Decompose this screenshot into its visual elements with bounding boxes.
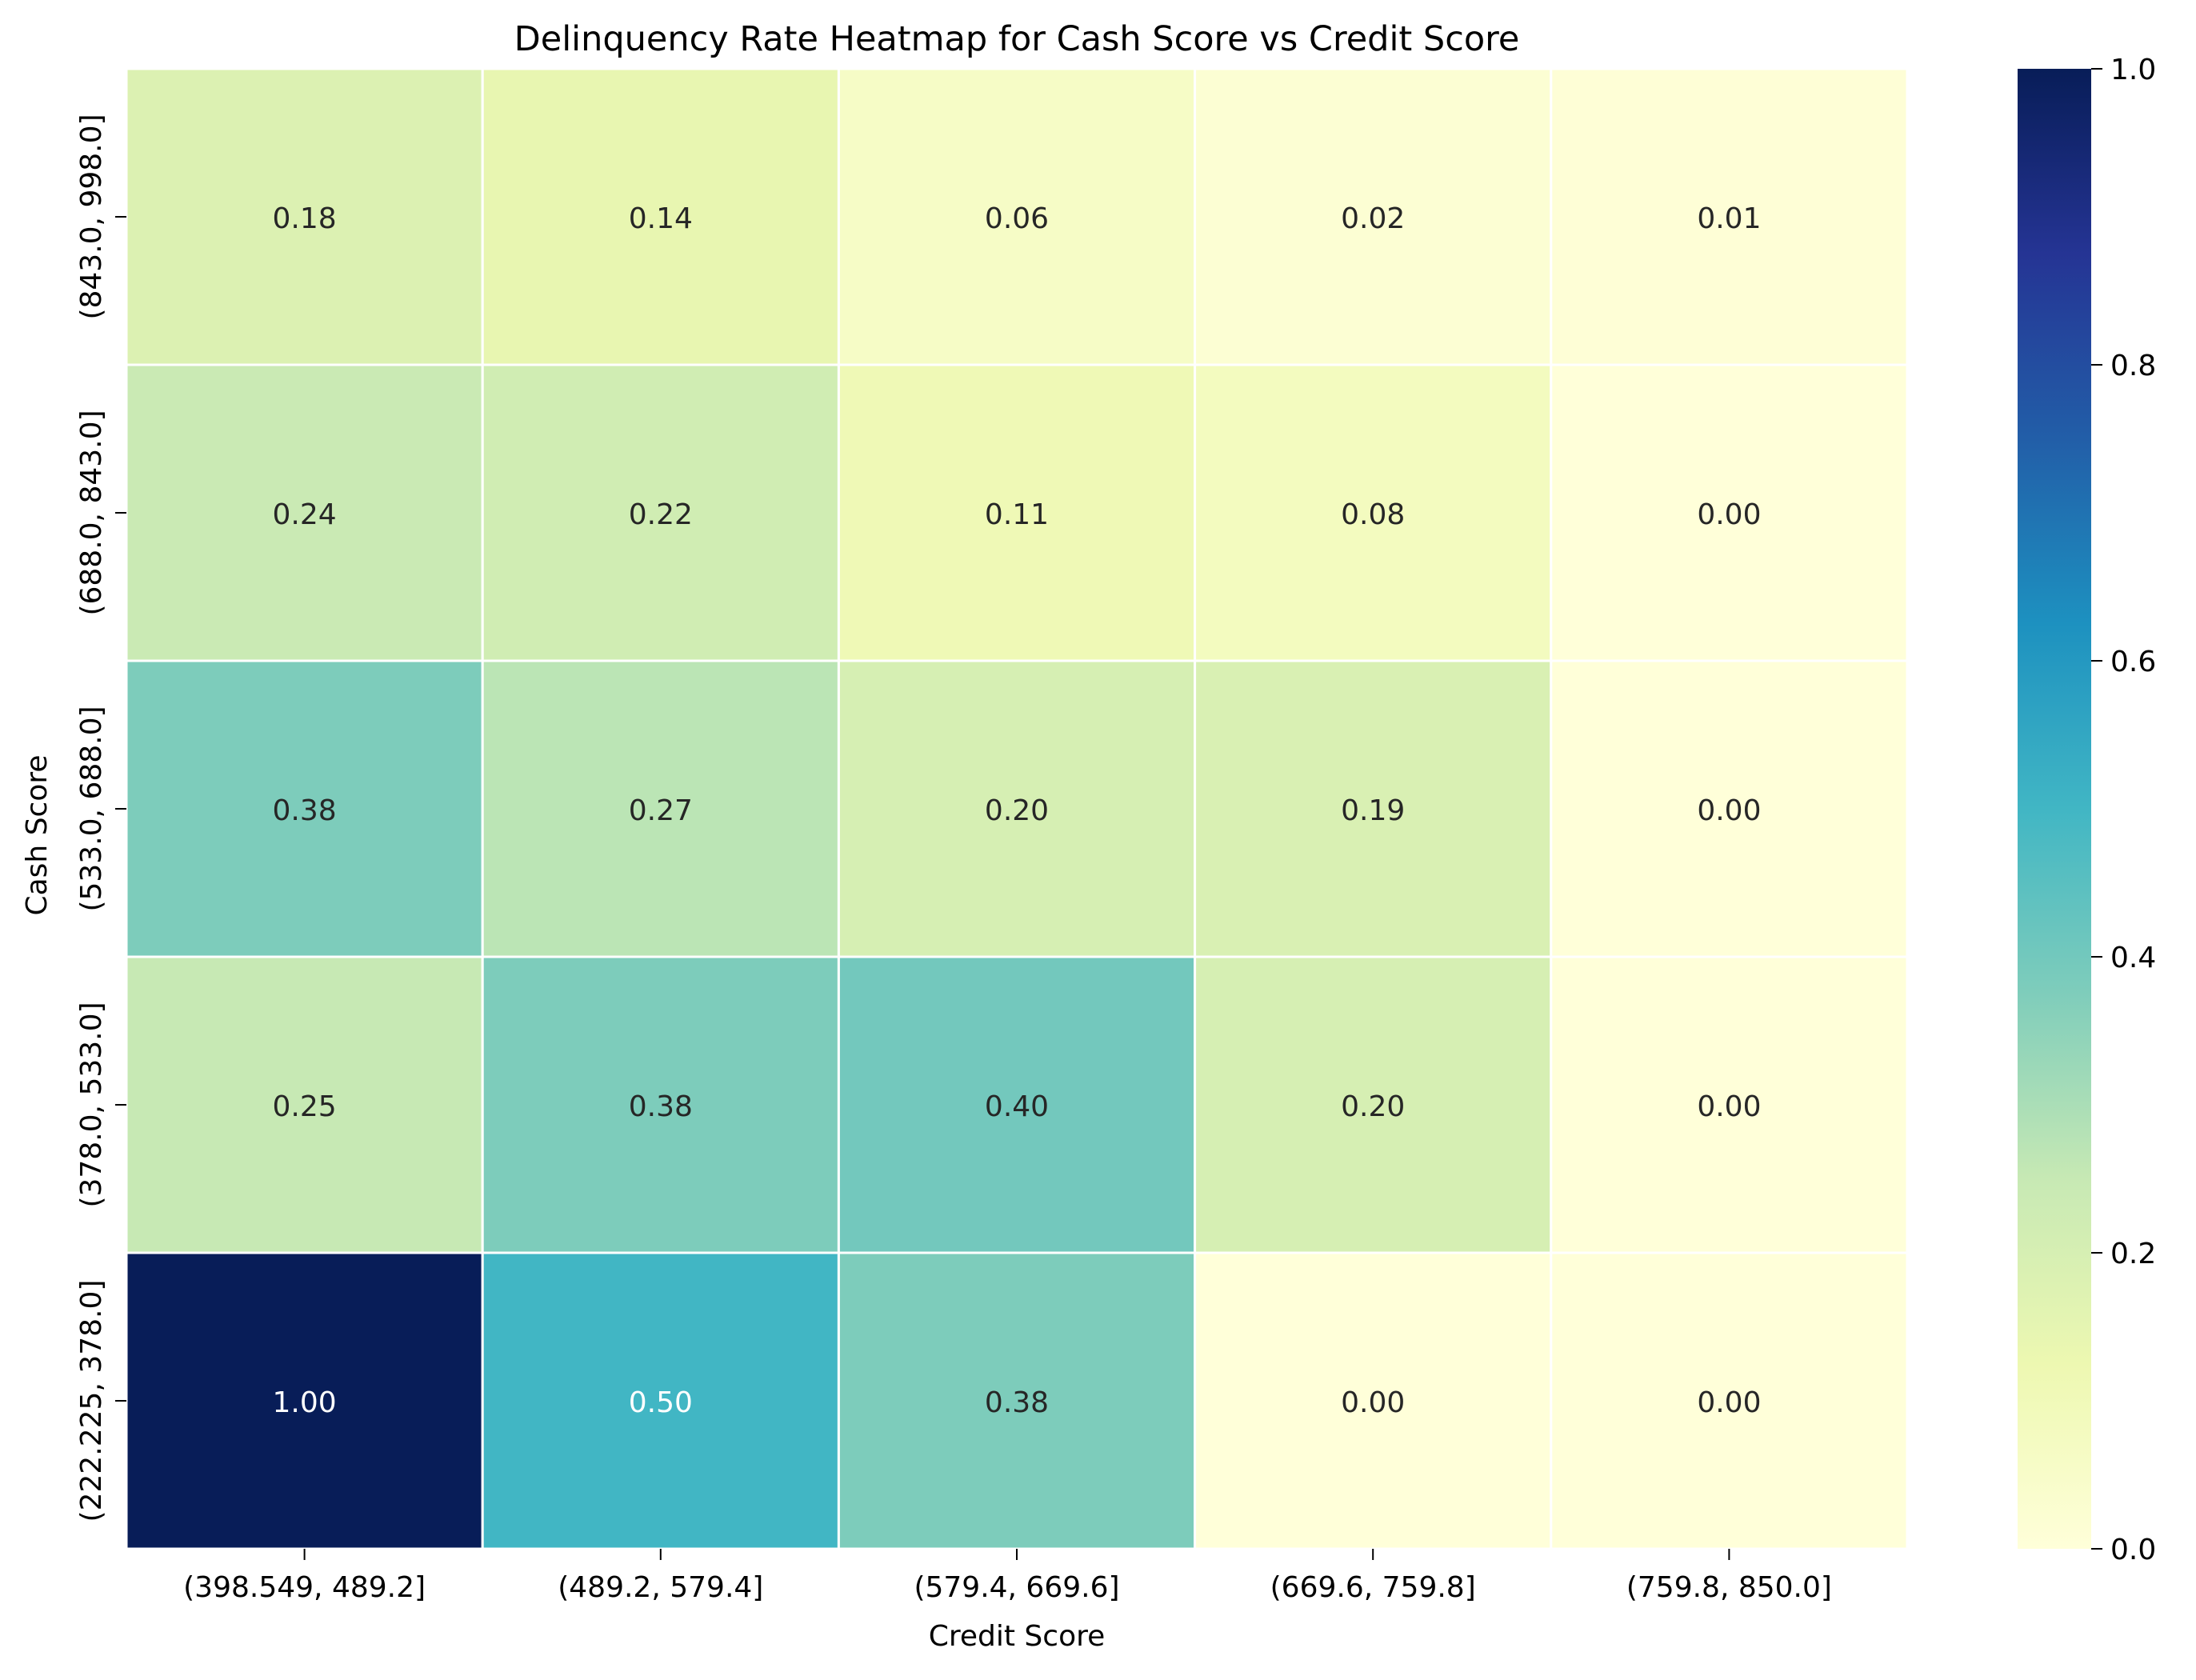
colorbar-tick-label: 0.6 xyxy=(2110,646,2156,678)
colorbar-tick-label: 0.8 xyxy=(2110,350,2156,382)
heatmap-cell xyxy=(1550,363,1909,662)
cell-value-label: 0.38 xyxy=(273,794,337,827)
cell-value-label: 0.18 xyxy=(273,202,337,235)
y-axis: (843.0, 998.0] (688.0, 843.0] (533.0, 688.… xyxy=(75,114,126,1522)
y-tick-label: (688.0, 843.0] xyxy=(75,410,108,615)
cell-value-label: 0.19 xyxy=(1341,794,1405,827)
heatmap-cells xyxy=(125,67,1909,1550)
cell-value-label: 0.06 xyxy=(985,202,1049,235)
x-tick-label: (579.4, 669.6] xyxy=(914,1571,1119,1604)
x-tick-label: (489.2, 579.4] xyxy=(558,1571,763,1604)
cell-value-label: 0.27 xyxy=(629,794,693,827)
colorbar-tick-label: 0.0 xyxy=(2110,1534,2156,1566)
cell-value-label: 0.40 xyxy=(985,1090,1049,1123)
heatmap-cell xyxy=(125,1251,484,1550)
cell-annotations: 0.18 0.14 0.06 0.02 0.01 0.24 0.22 0.11 0.08 0.00… xyxy=(273,202,1762,1419)
heatmap-cell xyxy=(481,1251,840,1550)
cell-value-label: 0.08 xyxy=(1341,498,1405,531)
heatmap-cell xyxy=(837,67,1197,366)
cell-value-label: 0.00 xyxy=(1697,1090,1761,1123)
cell-value-label: 0.38 xyxy=(629,1090,693,1123)
cell-value-label: 0.38 xyxy=(985,1386,1049,1419)
heatmap-cell xyxy=(1194,955,1553,1254)
heatmap-cell xyxy=(481,67,840,366)
y-tick-label: (843.0, 998.0] xyxy=(75,114,108,319)
cell-value-label: 0.01 xyxy=(1697,202,1761,235)
heatmap-cell xyxy=(837,363,1197,662)
cell-value-label: 0.50 xyxy=(629,1386,693,1419)
cell-value-label: 0.20 xyxy=(985,794,1049,827)
heatmap-cell xyxy=(125,363,484,662)
heatmap-cell xyxy=(1550,659,1909,958)
cell-value-label: 0.00 xyxy=(1341,1386,1405,1419)
cell-value-label: 0.20 xyxy=(1341,1090,1405,1123)
heatmap-cell xyxy=(837,1251,1197,1550)
cell-value-label: 0.02 xyxy=(1341,202,1405,235)
heatmap-cell xyxy=(1550,67,1909,366)
y-axis-label: Cash Score xyxy=(21,754,54,915)
colorbar-gradient xyxy=(2018,69,2091,1549)
heatmap-cell xyxy=(1550,955,1909,1254)
x-tick-label: (759.8, 850.0] xyxy=(1626,1571,1832,1604)
colorbar-tick-label: 0.2 xyxy=(2110,1238,2156,1270)
heatmap-cell xyxy=(837,659,1197,958)
heatmap-cell xyxy=(1194,67,1553,366)
colorbar: 0.0 0.2 0.4 0.6 0.8 1.0 xyxy=(2018,54,2156,1566)
cell-value-label: 0.14 xyxy=(629,202,693,235)
colorbar-tick-label: 1.0 xyxy=(2110,54,2156,86)
heatmap-cell xyxy=(837,955,1197,1254)
cell-value-label: 0.22 xyxy=(629,498,693,531)
x-axis: (398.549, 489.2] (489.2, 579.4] (579.4, 66… xyxy=(183,1549,1832,1604)
heatmap-cell xyxy=(481,955,840,1254)
cell-value-label: 0.00 xyxy=(1697,498,1761,531)
heatmap-cell xyxy=(125,67,484,366)
heatmap-cell xyxy=(1194,659,1553,958)
x-axis-label: Credit Score xyxy=(929,1620,1106,1653)
cell-value-label: 0.11 xyxy=(985,498,1049,531)
chart-title: Delinquency Rate Heatmap for Cash Score … xyxy=(514,19,1520,59)
cell-value-label: 0.25 xyxy=(273,1090,337,1123)
x-tick-label: (398.549, 489.2] xyxy=(183,1571,426,1604)
y-tick-label: (378.0, 533.0] xyxy=(75,1002,108,1207)
heatmap-cell xyxy=(1550,1251,1909,1550)
x-tick-label: (669.6, 759.8] xyxy=(1270,1571,1476,1604)
y-tick-label: (222.225, 378.0] xyxy=(75,1280,108,1522)
heatmap-cell xyxy=(481,659,840,958)
cell-value-label: 1.00 xyxy=(273,1386,337,1419)
cell-value-label: 0.24 xyxy=(273,498,337,531)
cell-value-label: 0.00 xyxy=(1697,1386,1761,1419)
colorbar-tick-label: 0.4 xyxy=(2110,942,2156,974)
cell-value-label: 0.00 xyxy=(1697,794,1761,827)
y-tick-label: (533.0, 688.0] xyxy=(75,706,108,911)
